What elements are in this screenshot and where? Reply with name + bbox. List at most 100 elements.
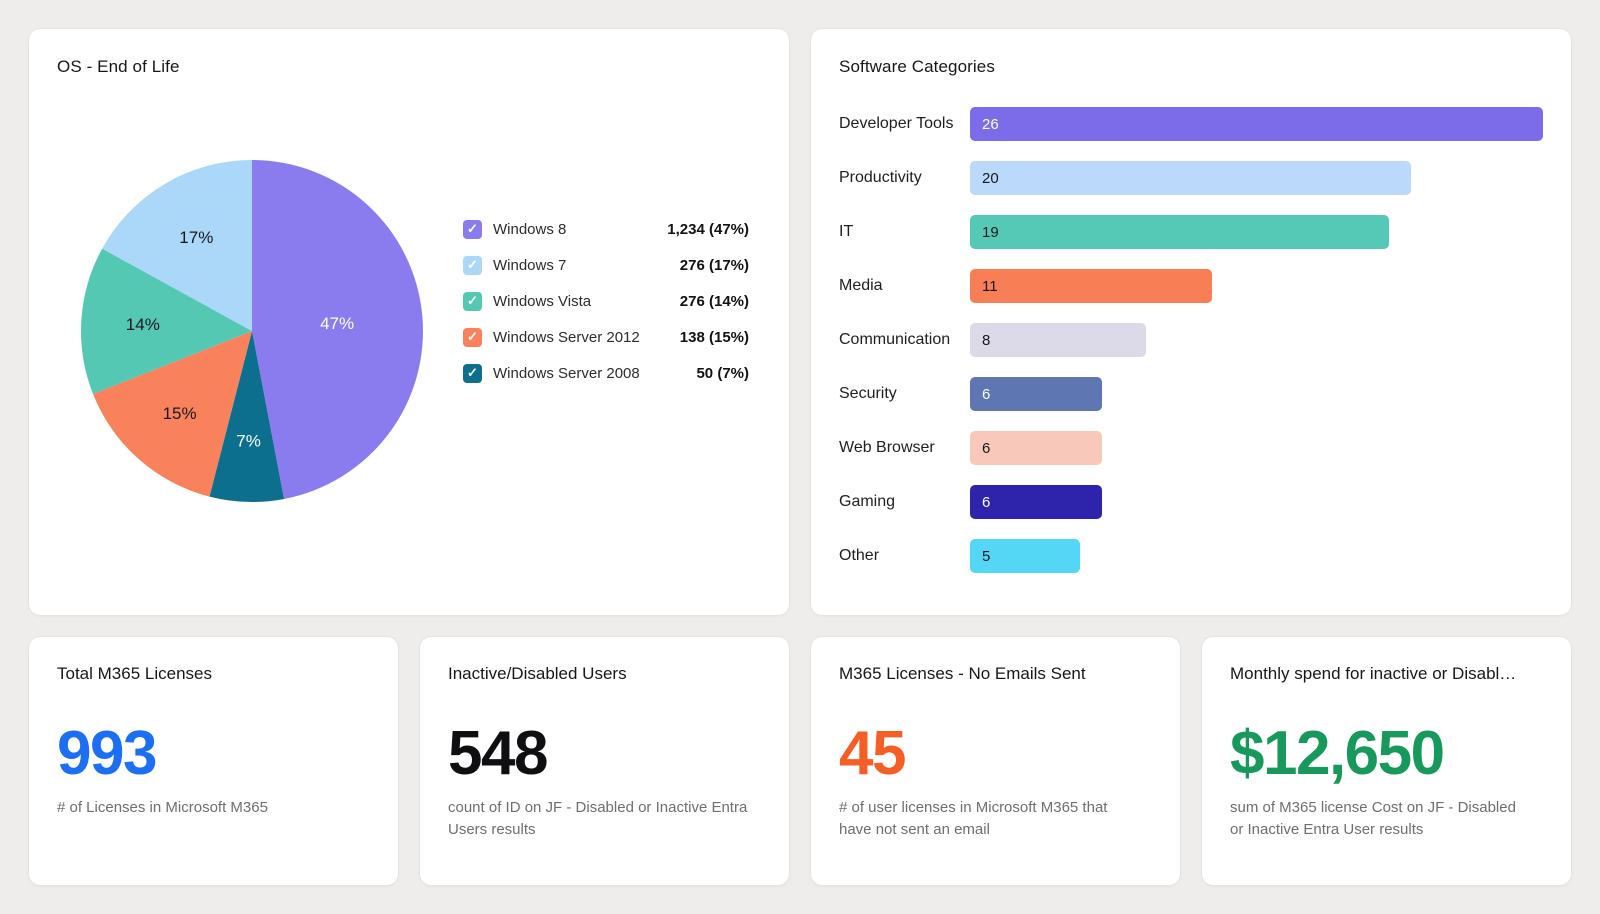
legend-row-windows-server-2008: ✓ Windows Server 2008 50 (7%) (463, 363, 749, 383)
bar-value-label: 6 (982, 439, 991, 457)
kpi-card-monthly-spend-inactive-disabled: Monthly spend for inactive or Disabl… $1… (1201, 636, 1572, 886)
bar-track: 26 (970, 107, 1543, 141)
bar-category-label: Communication (839, 331, 951, 348)
bar-value-label: 11 (982, 277, 998, 295)
pie-slice-label-windows-server-2012: 15% (163, 404, 197, 423)
bar-productivity[interactable]: 20 (970, 161, 1411, 195)
bar-row-productivity: Productivity 20 (839, 161, 1543, 195)
kpi-value: 45 (839, 719, 906, 788)
bar-media[interactable]: 11 (970, 269, 1213, 303)
bar-value-label: 6 (982, 493, 991, 511)
kpi-row: Total M365 Licenses 993 # of Licenses in… (28, 636, 1572, 886)
bar-track: 8 (970, 323, 1543, 357)
bar-developer-tools[interactable]: 26 (970, 107, 1543, 141)
bar-value-label: 19 (982, 223, 999, 241)
pie-slice-windows-server-2008[interactable] (209, 331, 285, 503)
bar-category-label: Web Browser (839, 439, 935, 456)
kpi-value: 548 (448, 719, 548, 788)
bar-gaming[interactable]: 6 (970, 485, 1103, 519)
legend-value: 138 (15%) (679, 328, 749, 346)
kpi-card-total-m365-licenses: Total M365 Licenses 993 # of Licenses in… (28, 636, 399, 886)
bar-category-label: Security (839, 385, 897, 402)
kpi-value: $12,650 (1230, 719, 1445, 788)
kpi-value: 993 (57, 719, 157, 788)
bar-row-other: Other 5 (839, 539, 1543, 573)
bar-other[interactable]: 5 (970, 539, 1081, 573)
bar-track: 6 (970, 377, 1543, 411)
bar-row-media: Media 11 (839, 269, 1543, 303)
pie-slice-windows-vista[interactable] (81, 248, 252, 394)
legend-row-windows-vista: ✓ Windows Vista 276 (14%) (463, 291, 749, 311)
bar-category-label: IT (839, 223, 854, 240)
legend-value: 1,234 (47%) (667, 220, 749, 238)
bar-row-it: IT 19 (839, 215, 1543, 249)
bar-track: 6 (970, 431, 1543, 465)
os-end-of-life-card: OS - End of Life 47% 7% 15% 14% 17% ✓ Windows… (28, 28, 790, 616)
pie-chart-area: 47% 7% 15% 14% 17% ✓ Windows 8 1,234 (47%) ✓ Win… (57, 77, 761, 585)
bar-it[interactable]: 19 (970, 215, 1389, 249)
kpi-title: Inactive/Disabled Users (448, 664, 627, 683)
bar-category-label: Developer Tools (839, 115, 954, 132)
legend-row-windows-8: ✓ Windows 8 1,234 (47%) (463, 219, 749, 239)
pie-slice-label-windows-8: 47% (320, 314, 354, 333)
kpi-card-m365-licenses-no-emails-sent: M365 Licenses - No Emails Sent 45 # of u… (810, 636, 1181, 886)
top-row: OS - End of Life 47% 7% 15% 14% 17% ✓ Windows… (28, 28, 1572, 616)
pie-slice-windows-7[interactable] (102, 160, 253, 331)
legend-label: Windows Server 2012 (493, 328, 640, 346)
bar-track: 20 (970, 161, 1543, 195)
legend-checkbox-windows-8[interactable]: ✓ (463, 219, 482, 239)
bar-row-security: Security 6 (839, 377, 1543, 411)
legend-label: Windows Server 2008 (493, 364, 640, 382)
kpi-title: Monthly spend for inactive or Disabl… (1230, 664, 1517, 683)
bar-row-communication: Communication 8 (839, 323, 1543, 357)
bar-communication[interactable]: 8 (970, 323, 1147, 357)
software-categories-bar-chart: Developer Tools 26 Productivity 20 IT 19 Media… (839, 107, 1543, 573)
bar-row-web-browser: Web Browser 6 (839, 431, 1543, 465)
software-categories-title: Software Categories (839, 57, 995, 76)
legend-checkbox-windows-vista[interactable]: ✓ (463, 291, 482, 311)
bar-security[interactable]: 6 (970, 377, 1103, 411)
bar-row-developer-tools: Developer Tools 26 (839, 107, 1543, 141)
legend-row-windows-server-2012: ✓ Windows Server 2012 138 (15%) (463, 327, 749, 347)
pie-slice-windows-server-2012[interactable] (93, 331, 252, 497)
pie-slice-windows-8[interactable] (252, 160, 423, 499)
os-pie-chart: 47% 7% 15% 14% 17% (81, 160, 423, 503)
bar-web-browser[interactable]: 6 (970, 431, 1103, 465)
kpi-subtitle: count of ID on JF - Disabled or Inactive… (448, 799, 748, 838)
pie-slice-label-windows-server-2008: 7% (236, 431, 261, 450)
legend-label: Windows Vista (493, 292, 592, 310)
legend-value: 50 (7%) (696, 364, 749, 382)
bar-row-gaming: Gaming 6 (839, 485, 1543, 519)
kpi-subtitle: # of user licenses in Microsoft M365 tha… (839, 799, 1108, 838)
legend-checkbox-windows-server-2012[interactable]: ✓ (463, 327, 482, 347)
legend-label: Windows 7 (493, 256, 567, 274)
pie-slice-label-windows-vista: 14% (126, 315, 160, 334)
bar-value-label: 20 (982, 169, 999, 187)
software-categories-card: Software Categories Developer Tools 26 Pro… (810, 28, 1572, 616)
kpi-subtitle: sum of M365 license Cost on JF - Disable… (1230, 799, 1516, 838)
legend-row-windows-7: ✓ Windows 7 276 (17%) (463, 255, 749, 275)
legend-value: 276 (17%) (679, 256, 749, 274)
kpi-title: M365 Licenses - No Emails Sent (839, 664, 1086, 683)
pie-slice-label-windows-7: 17% (179, 228, 213, 247)
bar-track: 6 (970, 485, 1543, 519)
bar-value-label: 26 (982, 115, 999, 133)
bar-track: 19 (970, 215, 1543, 249)
kpi-card-inactive-disabled-users: Inactive/Disabled Users 548 count of ID … (419, 636, 790, 886)
os-end-of-life-title: OS - End of Life (57, 57, 180, 76)
bar-value-label: 6 (982, 385, 991, 403)
bar-track: 5 (970, 539, 1543, 573)
bar-category-label: Media (839, 277, 883, 294)
dashboard: OS - End of Life 47% 7% 15% 14% 17% ✓ Windows… (28, 28, 1572, 886)
bar-category-label: Productivity (839, 169, 922, 186)
legend-label: Windows 8 (493, 220, 567, 238)
bar-category-label: Other (839, 547, 880, 564)
kpi-subtitle: # of Licenses in Microsoft M365 (57, 799, 268, 816)
legend-value: 276 (14%) (679, 292, 749, 310)
legend-checkbox-windows-7[interactable]: ✓ (463, 255, 482, 275)
kpi-title: Total M365 Licenses (57, 664, 212, 683)
bar-track: 11 (970, 269, 1543, 303)
bar-value-label: 8 (982, 331, 991, 349)
legend-checkbox-windows-server-2008[interactable]: ✓ (463, 363, 482, 383)
bar-category-label: Gaming (839, 493, 896, 510)
